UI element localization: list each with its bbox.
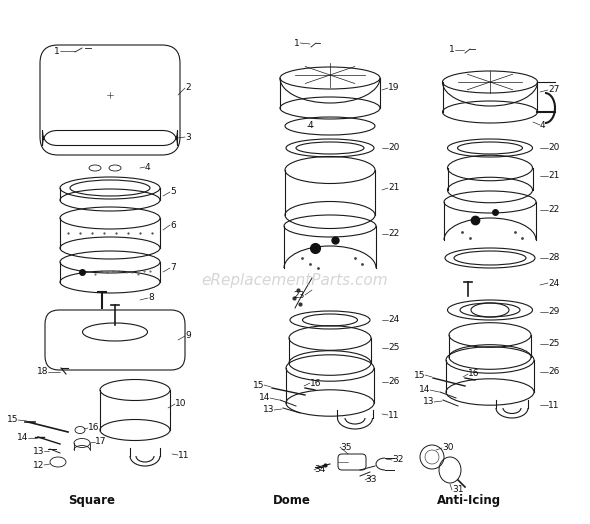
Text: 1: 1 bbox=[54, 47, 60, 56]
Text: 28: 28 bbox=[548, 254, 559, 263]
Text: 15: 15 bbox=[414, 370, 425, 379]
Text: 24: 24 bbox=[548, 278, 559, 288]
Text: 16: 16 bbox=[310, 378, 322, 388]
Text: 30: 30 bbox=[442, 443, 454, 453]
Text: 3: 3 bbox=[185, 133, 191, 141]
Text: 21: 21 bbox=[548, 171, 559, 180]
Text: 20: 20 bbox=[388, 144, 399, 152]
Text: 14: 14 bbox=[419, 386, 430, 395]
Text: 34: 34 bbox=[314, 465, 325, 475]
Text: 1: 1 bbox=[294, 38, 300, 48]
Text: 25: 25 bbox=[388, 344, 399, 353]
Text: 4: 4 bbox=[540, 121, 546, 129]
Text: 10: 10 bbox=[175, 399, 186, 409]
Text: 26: 26 bbox=[388, 377, 399, 387]
Text: 32: 32 bbox=[392, 455, 404, 464]
Text: 20: 20 bbox=[548, 144, 559, 152]
Text: eReplacementParts.com: eReplacementParts.com bbox=[202, 272, 388, 288]
Text: 6: 6 bbox=[170, 221, 176, 230]
Text: Dome: Dome bbox=[273, 494, 311, 507]
Text: 29: 29 bbox=[548, 308, 559, 316]
Text: 14: 14 bbox=[258, 394, 270, 402]
Text: 16: 16 bbox=[88, 423, 100, 432]
Text: 13: 13 bbox=[32, 446, 44, 455]
Text: 13: 13 bbox=[422, 398, 434, 407]
Text: 22: 22 bbox=[388, 230, 399, 238]
Text: 9: 9 bbox=[185, 332, 191, 341]
Text: 18: 18 bbox=[37, 367, 48, 377]
Text: 21: 21 bbox=[388, 183, 399, 192]
Text: 8: 8 bbox=[148, 293, 154, 302]
Text: 15: 15 bbox=[6, 416, 18, 424]
Text: Square: Square bbox=[68, 494, 115, 507]
Text: 17: 17 bbox=[95, 438, 107, 446]
Text: 22: 22 bbox=[548, 205, 559, 214]
Text: 7: 7 bbox=[170, 264, 176, 272]
Text: 35: 35 bbox=[340, 442, 352, 452]
Text: 14: 14 bbox=[17, 433, 28, 442]
Text: 25: 25 bbox=[548, 340, 559, 348]
Text: 23: 23 bbox=[294, 290, 305, 300]
Text: 33: 33 bbox=[365, 475, 376, 485]
Text: 24: 24 bbox=[388, 315, 399, 324]
Text: 31: 31 bbox=[452, 486, 464, 495]
Text: 19: 19 bbox=[388, 83, 399, 93]
Text: 11: 11 bbox=[178, 451, 189, 460]
Text: 11: 11 bbox=[548, 400, 559, 409]
Text: Anti-Icing: Anti-Icing bbox=[437, 494, 501, 507]
Text: 1: 1 bbox=[449, 46, 455, 54]
Text: 27: 27 bbox=[548, 85, 559, 94]
Text: 15: 15 bbox=[253, 380, 264, 389]
Text: 4: 4 bbox=[307, 122, 313, 130]
Text: 13: 13 bbox=[263, 406, 274, 414]
Text: 2: 2 bbox=[185, 83, 191, 93]
Text: 26: 26 bbox=[548, 367, 559, 377]
Text: 4: 4 bbox=[145, 162, 150, 171]
Text: 12: 12 bbox=[32, 461, 44, 470]
Text: 16: 16 bbox=[468, 369, 480, 378]
Text: 5: 5 bbox=[170, 188, 176, 196]
Text: 11: 11 bbox=[388, 410, 399, 420]
